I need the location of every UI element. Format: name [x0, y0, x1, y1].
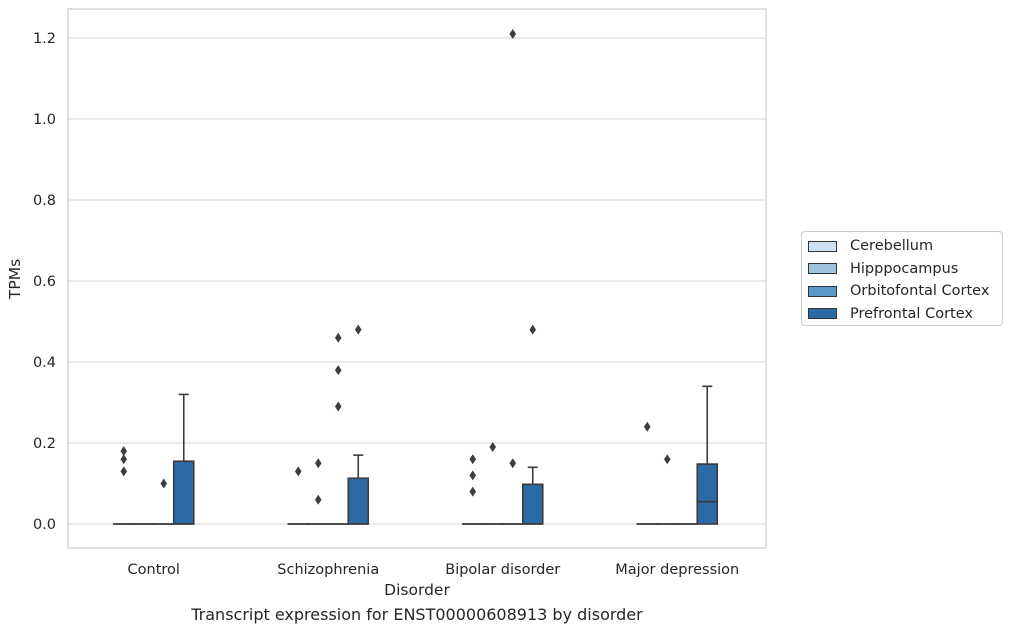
- box-group: [172, 393, 195, 525]
- legend-swatch: [808, 308, 837, 320]
- legend-swatch: [808, 285, 837, 297]
- box-group: [481, 442, 504, 525]
- outlier-point: [469, 454, 477, 465]
- y-tick-label: 0.6: [33, 274, 56, 290]
- chart-caption: Transcript expression for ENST0000060891…: [191, 605, 643, 624]
- legend-label: Hipppocampus: [850, 260, 959, 277]
- outlier-point: [294, 466, 302, 477]
- x-tick-label: Bipolar disorder: [445, 562, 560, 578]
- outlier-point: [120, 466, 128, 477]
- legend-label: Prefrontal Cortex: [850, 305, 973, 322]
- x-tick-label: Control: [128, 562, 180, 578]
- box-group: [636, 421, 659, 525]
- box-group: [347, 324, 370, 525]
- legend-label: Orbitofontal Cortex: [850, 283, 990, 300]
- outlier-point: [334, 365, 342, 376]
- x-axis-ticks: Control Schizophrenia Bipolar disorder Majo…: [128, 562, 740, 578]
- outlier-point: [663, 454, 671, 465]
- legend-item: Orbitofontal Cortex: [808, 280, 1002, 303]
- box: [696, 463, 719, 525]
- box-group: [461, 454, 484, 525]
- box: [347, 477, 370, 525]
- y-axis-ticks: 0.0 0.2 0.4 0.6 0.8 1.0 1.2: [33, 31, 56, 533]
- box-group: [696, 385, 719, 525]
- legend-item: Cerebellum: [808, 235, 1002, 258]
- box: [172, 460, 195, 525]
- grid-lines: [68, 37, 766, 525]
- outlier-point: [334, 401, 342, 412]
- outlier-point: [314, 458, 322, 469]
- outlier-point: [509, 458, 517, 469]
- box-group: [307, 458, 330, 525]
- outlier-point: [489, 442, 497, 453]
- legend-label: Cerebellum: [850, 238, 934, 255]
- box-group: [112, 446, 135, 525]
- outlier-point: [160, 478, 168, 489]
- legend-swatch: [808, 263, 837, 275]
- box-group: [656, 454, 679, 525]
- outlier-point: [120, 454, 128, 465]
- y-tick-label: 0.0: [33, 517, 56, 533]
- box-plot-marks: [112, 28, 719, 525]
- outlier-point: [314, 494, 322, 505]
- box-group: [501, 28, 524, 525]
- y-tick-label: 1.0: [33, 112, 56, 128]
- plot-area-frame: [67, 8, 767, 549]
- outlier-point: [469, 486, 477, 497]
- legend-swatch: [808, 240, 837, 252]
- outlier-point: [120, 446, 128, 457]
- box-group: [327, 332, 350, 525]
- y-tick-label: 1.2: [33, 31, 56, 47]
- outlier-point: [334, 332, 342, 343]
- outlier-point: [643, 421, 651, 432]
- legend: Cerebellum Hipppocampus Orbitofontal Corte…: [801, 231, 1003, 326]
- x-axis-title: Disorder: [384, 581, 450, 599]
- x-tick-label: Schizophrenia: [277, 562, 379, 578]
- box-group: [521, 324, 544, 525]
- box: [521, 483, 544, 525]
- y-tick-label: 0.8: [33, 193, 56, 209]
- legend-item: Hipppocampus: [808, 258, 1002, 281]
- outlier-point: [354, 324, 362, 335]
- y-tick-label: 0.4: [33, 355, 56, 371]
- outlier-point: [529, 324, 537, 335]
- box-group: [287, 466, 310, 525]
- y-axis-title: TPMs: [6, 259, 24, 300]
- legend-item: Prefrontal Cortex: [808, 303, 1002, 326]
- x-tick-label: Major depression: [615, 562, 739, 578]
- outlier-point: [469, 470, 477, 481]
- outlier-point: [509, 28, 517, 39]
- y-tick-label: 0.2: [33, 436, 56, 452]
- box-group: [152, 478, 175, 525]
